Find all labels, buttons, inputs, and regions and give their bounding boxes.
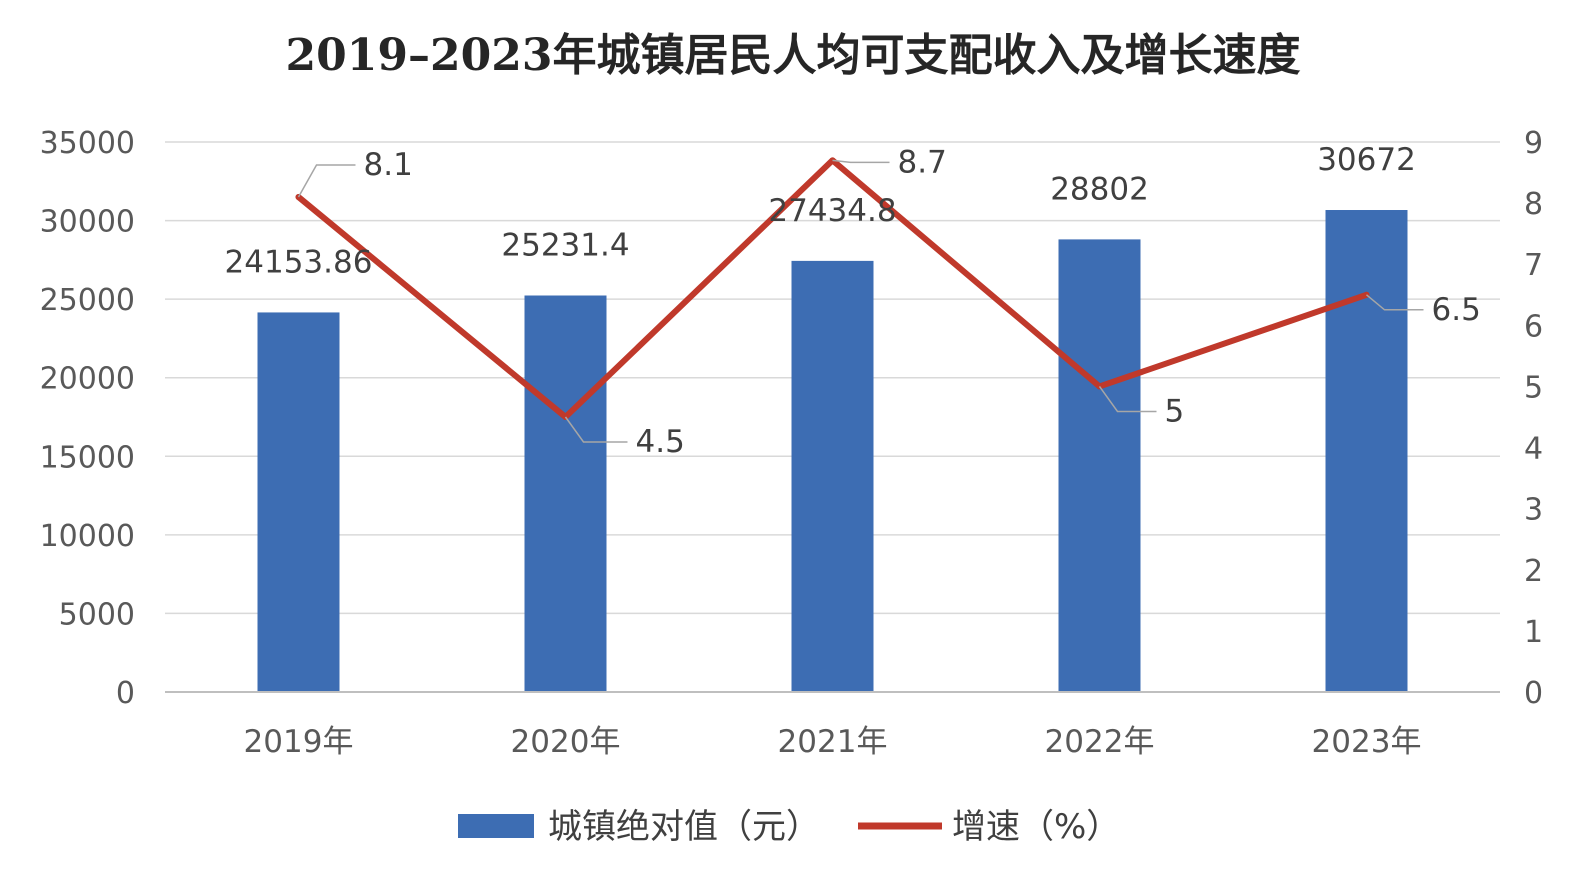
legend-swatch-bar (458, 814, 534, 838)
x-tick-label: 2023年 (1312, 724, 1422, 760)
y-right-tick-label: 6 (1524, 309, 1543, 344)
legend-label-line: 增速（%） (952, 807, 1120, 847)
bar-data-label: 28802 (1050, 171, 1149, 207)
line-label-leader (1098, 386, 1157, 413)
bar (257, 312, 340, 692)
line-label-leader (832, 159, 890, 164)
y-right-tick-label: 0 (1524, 676, 1543, 711)
y-left-tick-label: 30000 (40, 205, 135, 240)
line-data-label: 6.5 (1432, 292, 1481, 328)
legend-label-bar: 城镇绝对值（元） (548, 807, 820, 847)
bar-data-label: 27434.8 (768, 193, 896, 229)
y-right-tick-label: 5 (1524, 370, 1543, 405)
y-left-tick-label: 25000 (40, 283, 135, 318)
y-right-tick-label: 1 (1524, 615, 1543, 650)
legend: 城镇绝对值（元） 增速（%） (458, 807, 1120, 847)
line-data-label: 4.5 (636, 424, 685, 460)
x-tick-label: 2019年 (244, 724, 354, 760)
x-tick-label: 2022年 (1045, 724, 1155, 760)
line-label-leader (297, 164, 356, 198)
bar-data-label: 25231.4 (501, 228, 629, 264)
y-left-tick-label: 0 (116, 676, 135, 711)
bar-data-label: 30672 (1317, 142, 1416, 178)
x-tick-label: 2020年 (511, 724, 621, 760)
y-right-tick-label: 9 (1524, 126, 1543, 161)
y-right-tick-label: 2 (1524, 554, 1543, 589)
y-right-tick-label: 7 (1524, 248, 1543, 283)
axes: 0 5000 10000 15000 20000 25000 30000 35000 0 1 2 3 4… (40, 126, 1544, 760)
bar-data-label: 24153.86 (225, 244, 373, 280)
y-right-tick-label: 4 (1524, 432, 1543, 467)
bar (1058, 239, 1141, 692)
chart-title: 2019–2023年城镇居民人均可支配收入及增长速度 (286, 30, 1301, 81)
bar (524, 295, 607, 692)
y-right-tick-label: 3 (1524, 493, 1543, 528)
bar (1325, 210, 1408, 693)
y-left-tick-label: 20000 (40, 362, 135, 397)
y-left-tick-label: 15000 (40, 440, 135, 475)
y-right-tick-label: 8 (1524, 187, 1543, 222)
x-tick-label: 2021年 (778, 724, 888, 760)
line-data-label: 8.7 (898, 144, 947, 180)
y-left-tick-label: 10000 (40, 519, 135, 554)
y-left-tick-label: 35000 (40, 126, 135, 161)
bar-series (257, 210, 1408, 693)
data-labels: 24153.86 25231.4 27434.8 28802 30672 8.1 4.5 8.… (225, 142, 1481, 460)
line-label-leader (564, 416, 628, 443)
y-left-tick-label: 5000 (59, 597, 135, 632)
line-label-leader (1366, 294, 1424, 311)
bar (791, 260, 874, 692)
line-data-label: 8.1 (364, 147, 413, 183)
line-data-label: 5 (1165, 393, 1185, 429)
